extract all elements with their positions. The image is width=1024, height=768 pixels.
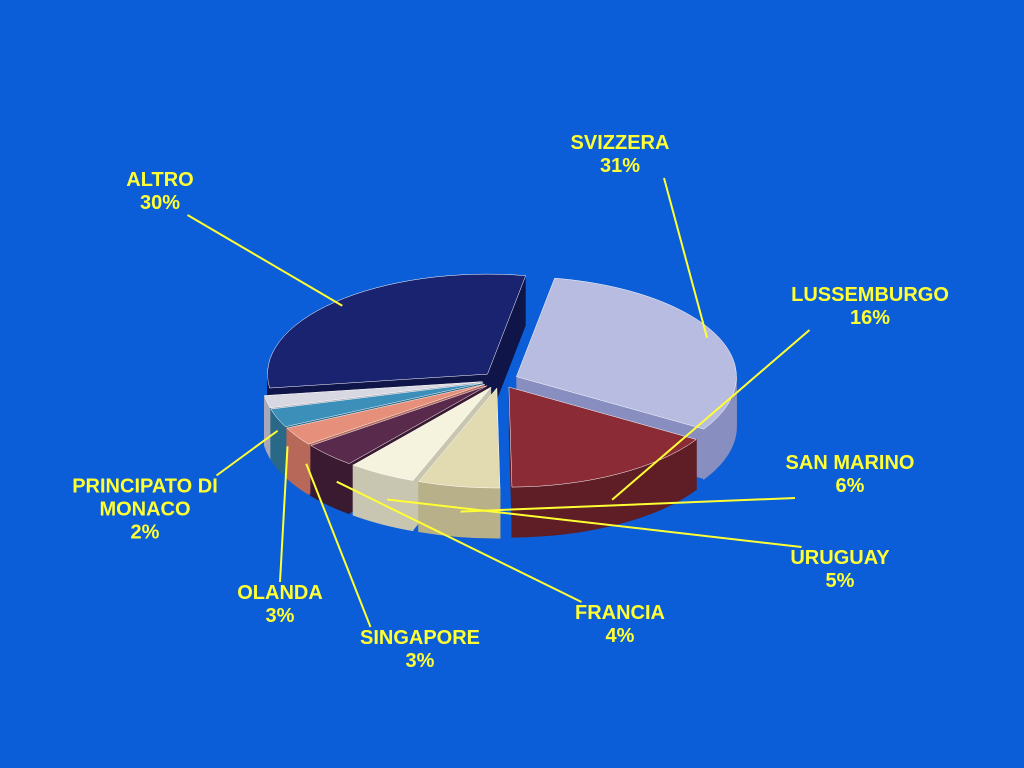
pie-chart-svg: [0, 0, 1024, 768]
leader-line: [188, 215, 343, 306]
pie-slice-top: [267, 274, 525, 388]
pie-chart: SVIZZERA31%LUSSEMBURGO16%SAN MARINO6%URU…: [0, 0, 1024, 768]
